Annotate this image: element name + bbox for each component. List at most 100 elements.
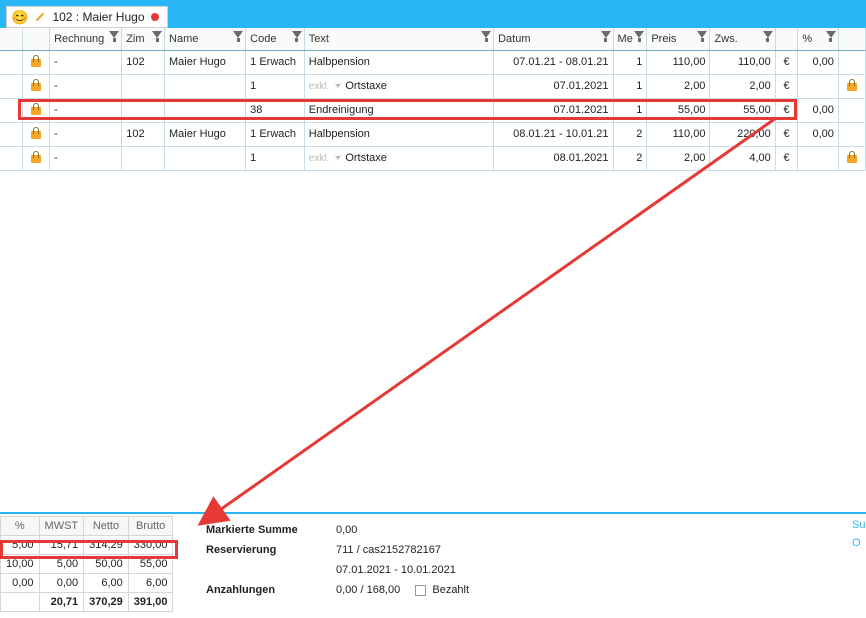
col-c_lock[interactable] (0, 28, 23, 50)
menge-cell: 1 (613, 50, 647, 74)
col-pct[interactable]: % (1, 517, 40, 536)
pct-cell (798, 74, 839, 98)
col-c_code[interactable]: Code (246, 28, 305, 50)
filter-icon[interactable] (634, 31, 644, 38)
zws-cell: 55,00 (710, 98, 775, 122)
datum-cell: 07.01.2021 (494, 74, 613, 98)
rechnung-cell: - (50, 50, 122, 74)
text-cell: Halbpension (304, 122, 493, 146)
table-row[interactable]: -102Maier Hugo1 ErwachHalbpension07.01.2… (0, 50, 866, 74)
filter-icon[interactable] (233, 31, 243, 38)
filter-icon[interactable] (763, 31, 773, 38)
right-edge-labels: Su O (852, 516, 866, 552)
code-cell: 1 (246, 146, 305, 170)
zws-cell: 4,00 (710, 146, 775, 170)
zws-cell: 220,00 (710, 122, 775, 146)
name-cell (165, 98, 246, 122)
col-c_lockend[interactable] (838, 28, 865, 50)
main-panel: RechnungZimNameCodeTextDatumMePreisZws.%… (0, 28, 866, 618)
pct-cell (798, 146, 839, 170)
document-tab[interactable]: 😊 102 : Maier Hugo (6, 6, 168, 28)
invoice-grid[interactable]: RechnungZimNameCodeTextDatumMePreisZws.%… (0, 28, 866, 171)
bezahlt-checkbox[interactable] (415, 585, 426, 596)
tab-title: 102 : Maier Hugo (52, 10, 144, 24)
col-c_cur[interactable] (775, 28, 798, 50)
summary-row: 10,005,0050,0055,00 (1, 555, 173, 574)
row-selector (0, 50, 23, 74)
currency-cell: € (775, 74, 798, 98)
zimmer-cell (122, 146, 165, 170)
col-c_me[interactable]: Me (613, 28, 647, 50)
rechnung-cell: - (50, 146, 122, 170)
lock-cell (23, 122, 50, 146)
lock-cell (23, 74, 50, 98)
rechnung-cell: - (50, 98, 122, 122)
lock-icon (845, 150, 859, 164)
lock-icon (29, 78, 43, 92)
endlock-cell (838, 98, 865, 122)
col-c_pct[interactable]: % (798, 28, 839, 50)
filter-icon[interactable] (109, 31, 119, 38)
table-row[interactable]: -1exkl.Ortstaxe07.01.202112,002,00€ (0, 74, 866, 98)
zimmer-cell: 102 (122, 122, 165, 146)
preis-cell: 55,00 (647, 98, 710, 122)
chevron-down-icon[interactable] (335, 84, 341, 88)
code-cell: 38 (246, 98, 305, 122)
endlock-cell (838, 146, 865, 170)
currency-cell: € (775, 146, 798, 170)
text-cell: exkl.Ortstaxe (304, 146, 493, 170)
zws-cell: 110,00 (710, 50, 775, 74)
col-c_preis[interactable]: Preis (647, 28, 710, 50)
col-c_zws[interactable]: Zws. (710, 28, 775, 50)
col-c_name[interactable]: Name (165, 28, 246, 50)
menge-cell: 1 (613, 98, 647, 122)
filter-icon[interactable] (152, 31, 162, 38)
anzahlungen-label: Anzahlungen (206, 580, 316, 600)
menge-cell: 2 (613, 122, 647, 146)
reservierung-value: 711 / cas2152782167 (336, 540, 441, 560)
lock-cell (23, 50, 50, 74)
lock-icon (29, 54, 43, 68)
anzahlungen-value: 0,00 / 168,00 (336, 584, 400, 596)
text-cell: exkl.Ortstaxe (304, 74, 493, 98)
col-c_text[interactable]: Text (304, 28, 493, 50)
zimmer-cell (122, 74, 165, 98)
filter-icon[interactable] (481, 31, 491, 38)
col-c_datum[interactable]: Datum (494, 28, 613, 50)
table-row[interactable]: -38Endreinigung07.01.2021155,0055,00€0,0… (0, 98, 866, 122)
preis-cell: 2,00 (647, 74, 710, 98)
row-selector (0, 122, 23, 146)
markierte-value: 0,00 (336, 520, 357, 540)
col-c_zim[interactable]: Zim (122, 28, 165, 50)
pct-cell: 0,00 (798, 98, 839, 122)
summary-panel: % MWST Netto Brutto 5,0015,71314,29330,0… (0, 512, 866, 618)
rechnung-cell: - (50, 122, 122, 146)
reservation-info: Markierte Summe 0,00 Reservierung 711 / … (206, 520, 469, 600)
tax-summary-table: % MWST Netto Brutto 5,0015,71314,29330,0… (0, 516, 173, 612)
pct-cell: 0,00 (798, 122, 839, 146)
col-netto[interactable]: Netto (84, 517, 129, 536)
code-cell: 1 Erwach (246, 50, 305, 74)
col-mwst[interactable]: MWST (39, 517, 84, 536)
filter-icon[interactable] (826, 31, 836, 38)
filter-icon[interactable] (697, 31, 707, 38)
filter-icon[interactable] (601, 31, 611, 38)
preis-cell: 110,00 (647, 122, 710, 146)
lock-icon (29, 126, 43, 140)
lock-cell (23, 146, 50, 170)
chevron-down-icon[interactable] (335, 156, 341, 160)
name-cell (165, 146, 246, 170)
rechnung-cell: - (50, 74, 122, 98)
filter-icon[interactable] (292, 31, 302, 38)
preis-cell: 2,00 (647, 146, 710, 170)
col-c_blank[interactable] (23, 28, 50, 50)
col-c_rechnung[interactable]: Rechnung (50, 28, 122, 50)
table-row[interactable]: -102Maier Hugo1 ErwachHalbpension08.01.2… (0, 122, 866, 146)
summary-row: 0,000,006,006,00 (1, 574, 173, 593)
pencil-icon (34, 11, 46, 23)
table-row[interactable]: -1exkl.Ortstaxe08.01.202122,004,00€ (0, 146, 866, 170)
zws-cell: 2,00 (710, 74, 775, 98)
status-dot-icon (151, 13, 159, 21)
col-brutto[interactable]: Brutto (128, 517, 173, 536)
zimmer-cell: 102 (122, 50, 165, 74)
